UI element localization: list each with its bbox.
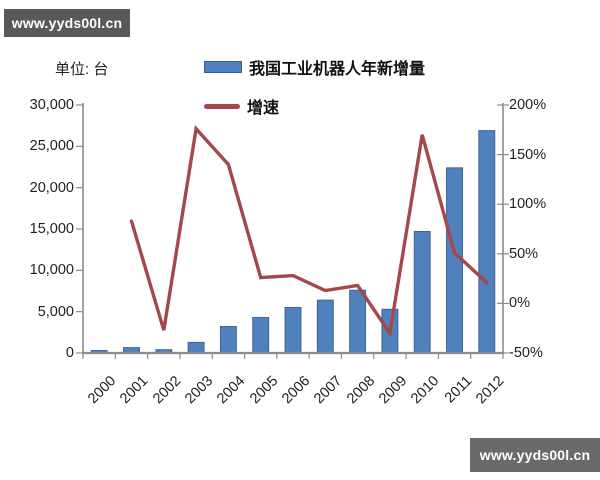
- bar-2003: [187, 341, 205, 354]
- y-axis-label-10,000: 10,000: [29, 262, 74, 279]
- legend-row-line: 增速: [204, 94, 425, 118]
- legend-row-bars: 我国工业机器人年新增量: [204, 55, 425, 79]
- legend-line-label: 增速: [247, 100, 280, 117]
- legend-bar-label: 我国工业机器人年新增量: [249, 61, 426, 78]
- bar-2007: [316, 299, 334, 354]
- legend-bar-swatch-icon: [204, 61, 242, 73]
- bar-2006: [284, 307, 302, 354]
- watermark-top: www.yyds00l.cn: [4, 9, 130, 37]
- y-axis-label-20,000: 20,000: [29, 179, 74, 196]
- bar-2011: [446, 167, 463, 354]
- y-axis-label-0: 0: [65, 345, 74, 361]
- bar-2004: [219, 326, 237, 354]
- bar-2005: [252, 317, 270, 354]
- right-axis-label-200%: 200%: [509, 97, 547, 113]
- right-axis-label--50%: -50%: [509, 345, 543, 361]
- y-axis-label-25,000: 25,000: [29, 138, 74, 155]
- y-axis-label-30,000: 30,000: [29, 97, 74, 113]
- bar-2010: [413, 231, 431, 354]
- right-axis-label-150%: 150%: [509, 146, 547, 163]
- legend-line-swatch-icon: [204, 103, 240, 109]
- growth-line: [129, 125, 489, 338]
- right-axis-label-100%: 100%: [509, 196, 547, 213]
- unit-label: 单位: 台: [55, 61, 109, 78]
- bar-2012: [478, 130, 496, 354]
- legend: 我国工业机器人年新增量 增速: [204, 55, 425, 118]
- right-axis-label-0%: 0%: [509, 295, 530, 312]
- right-axis-label-50%: 50%: [509, 245, 539, 262]
- bar-2008: [349, 289, 367, 354]
- watermark-bottom: www.yyds00l.cn: [470, 438, 600, 472]
- y-axis-label-5,000: 5,000: [37, 303, 74, 320]
- y-axis-label-15,000: 15,000: [29, 221, 74, 237]
